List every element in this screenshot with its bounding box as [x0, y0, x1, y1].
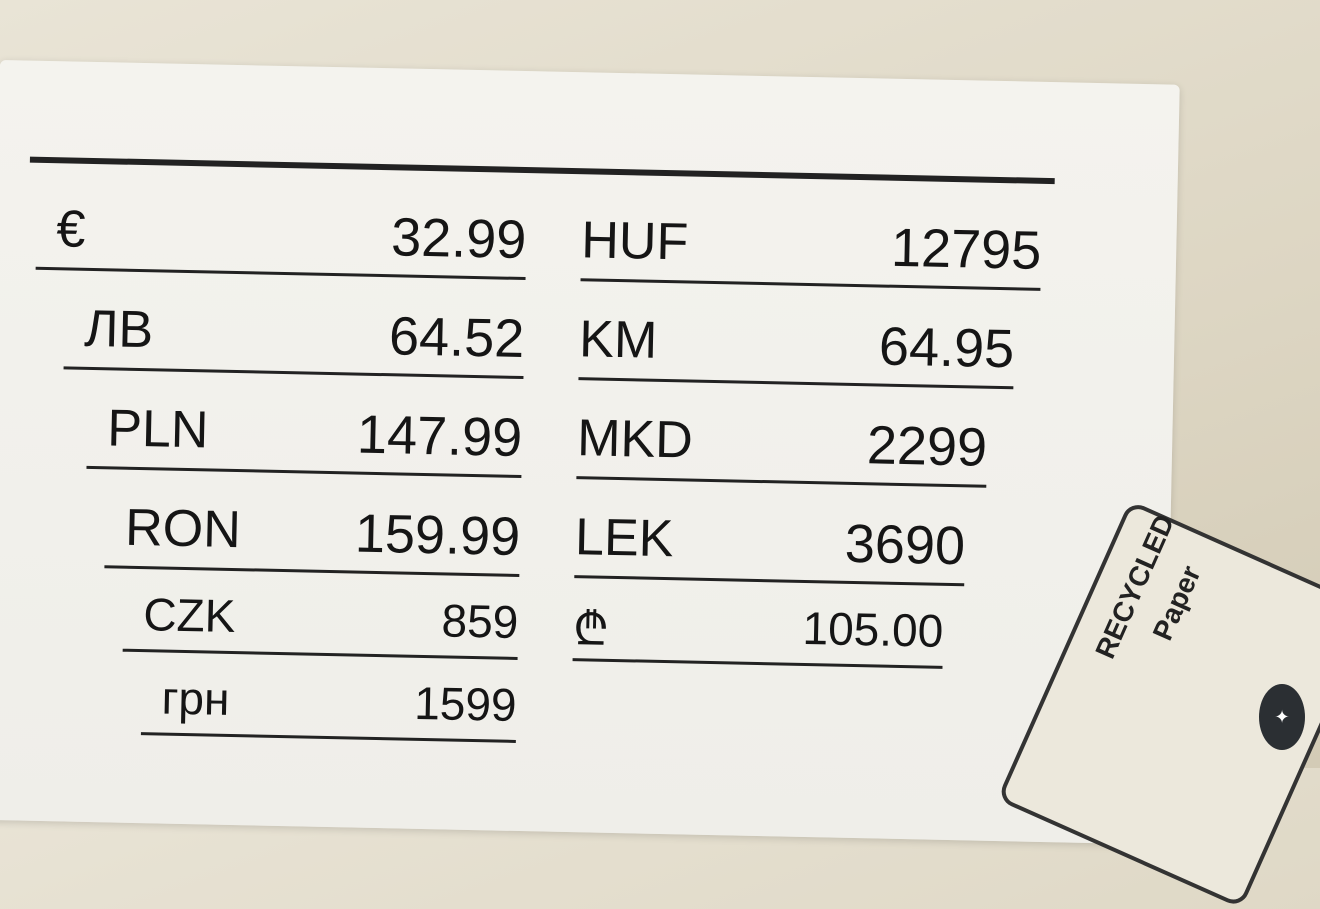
currency: €	[55, 200, 86, 259]
price-row: ЛВ 64.52	[63, 270, 526, 380]
price-row: RON 159.99	[104, 469, 522, 577]
price-row: LEK 3690	[574, 479, 967, 587]
price: 1599	[413, 676, 518, 731]
currency: PLN	[106, 399, 210, 460]
currency: ЛВ	[83, 299, 154, 360]
price: 12795	[890, 217, 1042, 281]
price-column-right: HUF 12795 KM 64.95 MKD 2299 LEK 3690 ₾ 105.00	[572, 182, 1043, 671]
price-row: CZK 859	[122, 568, 520, 660]
price: 64.52	[388, 306, 525, 370]
currency: RON	[124, 498, 242, 560]
price: 64.95	[878, 316, 1015, 380]
price-row: HUF 12795	[580, 182, 1043, 291]
price-column-left: €32.99 ЛВ 64.52 PLN 147.99 RON 159.99 CZK 85…	[26, 170, 528, 743]
currency: KM	[578, 310, 658, 370]
currency: LEK	[574, 508, 675, 569]
price: 3690	[844, 513, 966, 577]
price-row: ₾ 105.00	[572, 578, 945, 669]
currency: HUF	[580, 211, 689, 272]
price-row: €32.99	[35, 170, 528, 281]
price: 859	[441, 594, 519, 648]
price-row: грн 1599	[140, 652, 518, 743]
currency: CZK	[142, 588, 236, 643]
currency: грн	[161, 671, 230, 725]
sparkle-logo-icon: ✦	[1259, 684, 1305, 750]
price-row: PLN 147.99	[86, 369, 524, 479]
price: 105.00	[802, 601, 944, 657]
currency: MKD	[576, 409, 694, 470]
currency: ₾	[572, 602, 610, 655]
price-row: MKD 2299	[576, 380, 989, 488]
price: 147.99	[356, 404, 523, 469]
price: 2299	[866, 415, 988, 478]
price: 32.99	[390, 207, 527, 271]
price-tag: €32.99 ЛВ 64.52 PLN 147.99 RON 159.99 CZK 85…	[0, 60, 1180, 845]
price-row: KM 64.95	[578, 281, 1016, 390]
price: 159.99	[354, 503, 521, 567]
